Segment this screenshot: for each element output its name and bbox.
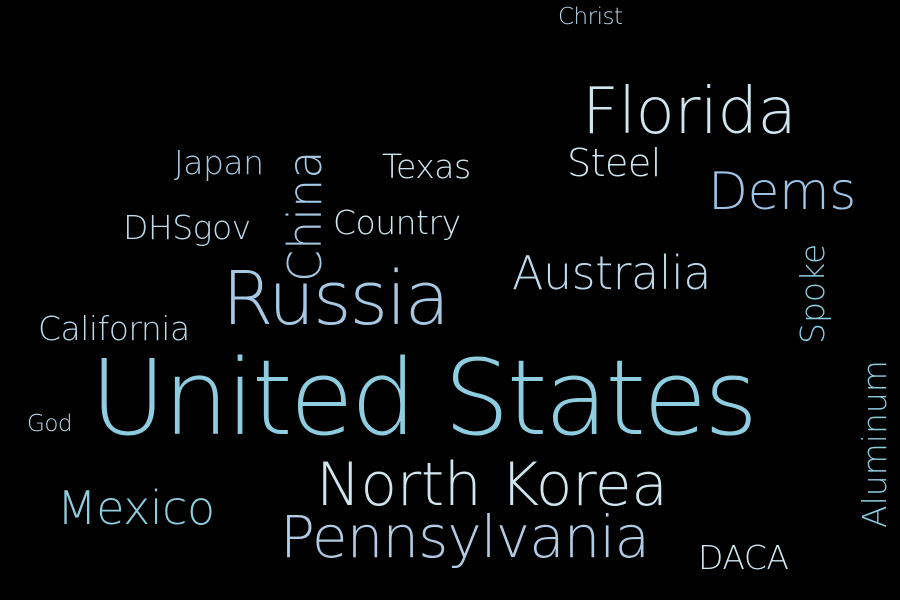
word-christ: Christ [558,4,623,30]
word-spoke: Spoke [793,243,832,344]
word-god: God [27,411,73,437]
word-north-korea: North Korea [316,450,668,520]
word-texas: Texas [382,147,471,186]
word-dhsgov: DHSgov [123,208,251,247]
word-florida: Florida [582,75,797,149]
word-pennsylvania: Pennsylvania [280,503,650,571]
word-russia: Russia [222,256,450,342]
word-australia: Australia [512,246,711,300]
word-japan: Japan [174,143,264,182]
word-daca: DACA [698,538,789,577]
word-dems: Dems [708,162,856,222]
word-steel: Steel [567,141,661,185]
word-united-states: United States [90,337,758,459]
word-country: Country [333,203,461,242]
word-aluminum: Aluminum [855,360,894,528]
word-california: California [38,309,190,348]
word-mexico: Mexico [57,481,215,535]
